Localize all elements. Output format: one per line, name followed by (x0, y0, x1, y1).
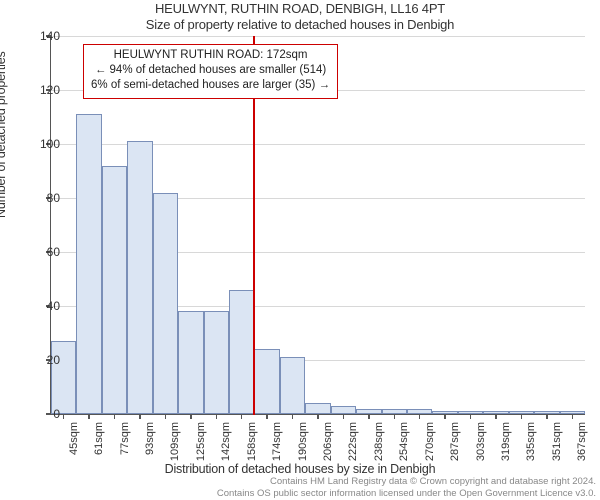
x-tick (572, 414, 574, 419)
x-tick (190, 414, 192, 419)
chart-subtitle: Size of property relative to detached ho… (0, 17, 600, 32)
x-tick (419, 414, 421, 419)
y-tick-label: 20 (30, 353, 60, 367)
histogram-bar (280, 357, 305, 414)
x-tick (444, 414, 446, 419)
x-tick (343, 414, 345, 419)
chart-container: HEULWYNT, RUTHIN ROAD, DENBIGH, LL16 4PT… (0, 0, 600, 500)
x-tick (495, 414, 497, 419)
x-tick (88, 414, 90, 419)
x-tick (165, 414, 167, 419)
y-tick-label: 100 (30, 137, 60, 151)
plot-area: 45sqm61sqm77sqm93sqm109sqm125sqm142sqm15… (50, 36, 585, 415)
y-tick-label: 0 (30, 407, 60, 421)
annotation-box: HEULWYNT RUTHIN ROAD: 172sqm← 94% of det… (83, 44, 338, 99)
histogram-bar (254, 349, 279, 414)
footer-line: Contains HM Land Registry data © Crown c… (217, 476, 596, 488)
histogram-bar (204, 311, 229, 414)
x-tick (114, 414, 116, 419)
x-tick (63, 414, 65, 419)
histogram-bar (76, 114, 101, 414)
x-tick (317, 414, 319, 419)
footer-line: Contains OS public sector information li… (217, 488, 596, 500)
x-tick (292, 414, 294, 419)
y-tick-label: 40 (30, 299, 60, 313)
histogram-bar (153, 193, 178, 414)
x-tick (241, 414, 243, 419)
y-tick-label: 60 (30, 245, 60, 259)
histogram-bar (305, 403, 330, 414)
histogram-bar (127, 141, 152, 414)
y-tick-label: 120 (30, 83, 60, 97)
histogram-bar (331, 406, 356, 414)
x-tick (546, 414, 548, 419)
x-tick (139, 414, 141, 419)
histogram-bar (178, 311, 203, 414)
y-tick-label: 140 (30, 29, 60, 43)
x-tick (521, 414, 523, 419)
histogram-bar (102, 166, 127, 414)
x-tick (266, 414, 268, 419)
x-tick (394, 414, 396, 419)
y-tick-label: 80 (30, 191, 60, 205)
x-axis-label: Distribution of detached houses by size … (20, 462, 580, 476)
y-axis-label: Number of detached properties (0, 51, 8, 218)
histogram-bar (229, 290, 254, 414)
chart-title: HEULWYNT, RUTHIN ROAD, DENBIGH, LL16 4PT (0, 1, 600, 16)
annotation-line: HEULWYNT RUTHIN ROAD: 172sqm (91, 48, 330, 63)
annotation-line: 6% of semi-detached houses are larger (3… (91, 78, 330, 93)
x-tick (368, 414, 370, 419)
annotation-line: ← 94% of detached houses are smaller (51… (91, 63, 330, 78)
attribution-footer: Contains HM Land Registry data © Crown c… (217, 476, 596, 500)
gridline (51, 36, 585, 37)
x-tick (470, 414, 472, 419)
x-tick (216, 414, 218, 419)
